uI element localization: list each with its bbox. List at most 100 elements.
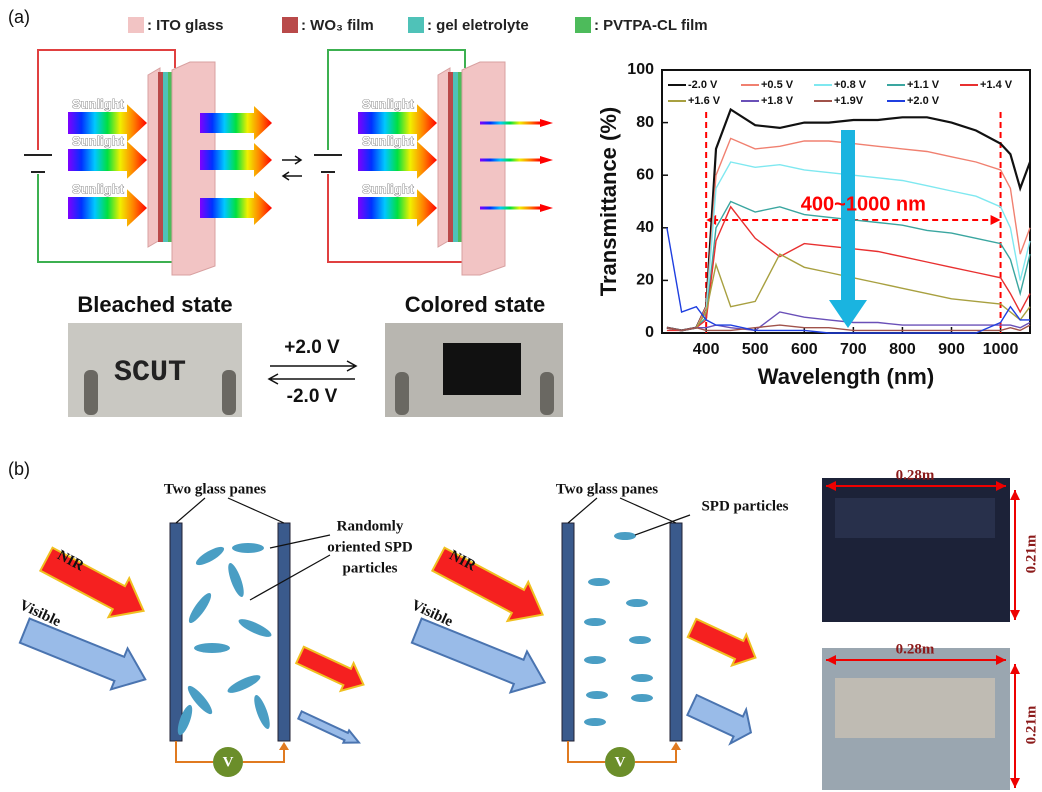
legend-swatch <box>408 17 424 33</box>
height-label: 0.21m <box>1023 705 1039 744</box>
gel-layer <box>453 72 458 242</box>
legend-label: : gel eletrolyte <box>427 17 529 34</box>
spd-particle <box>194 544 227 569</box>
legend-label: +1.4 V <box>980 79 1013 91</box>
visible-arrow <box>16 610 153 700</box>
clip <box>395 372 409 415</box>
voltmeter-label: V <box>223 754 234 770</box>
nir-out-arrow <box>685 613 763 673</box>
annotation-text: 400~1000 nm <box>801 193 926 215</box>
switch-arrow <box>283 172 302 180</box>
switch-arrow <box>282 156 301 164</box>
legend-label: +1.9V <box>834 95 864 107</box>
arrow-head <box>1010 664 1020 674</box>
legend-label: +1.6 V <box>688 95 721 107</box>
x-tick-label: 700 <box>840 341 867 358</box>
y-tick-label: 40 <box>636 219 654 236</box>
legend-swatch <box>575 17 591 33</box>
switch-arrow <box>269 374 355 384</box>
sunlight-label: Sunlight <box>362 133 415 148</box>
spd-particle <box>626 599 648 607</box>
spd-particle <box>584 618 606 626</box>
spd-particle <box>251 693 273 730</box>
particles-label: Randomly <box>337 518 404 534</box>
visible-arrow <box>408 610 553 703</box>
voltage-label: +2.0 V <box>284 337 340 358</box>
arrow-head <box>540 204 553 212</box>
clip <box>222 370 236 415</box>
spd-particle <box>237 616 274 640</box>
particles-label: particles <box>343 560 398 576</box>
trend-arrow-head <box>829 300 867 328</box>
photo-text: SCUT <box>114 356 186 390</box>
y-tick-label: 100 <box>627 61 654 78</box>
legend-swatch <box>282 17 298 33</box>
spd-particle <box>614 532 636 540</box>
height-label: 0.21m <box>1023 534 1039 573</box>
panes-label: Two glass panes <box>556 481 658 497</box>
particles-label: SPD particles <box>701 498 788 514</box>
photo-detail <box>835 678 995 738</box>
sunlight-label: Sunlight <box>72 181 125 196</box>
panel-label: (b) <box>8 459 30 479</box>
pointer <box>568 498 676 523</box>
y-tick-label: 0 <box>645 324 654 341</box>
transmitted-light <box>480 159 540 162</box>
legend-label: +1.8 V <box>761 95 794 107</box>
y-tick-label: 80 <box>636 114 654 131</box>
x-tick-label: 1000 <box>983 341 1019 358</box>
gel-layer <box>163 72 168 242</box>
voltage-label: -2.0 V <box>287 386 338 407</box>
voltmeter-label: V <box>615 754 626 770</box>
legend-label: : WO₃ film <box>301 17 374 34</box>
clip <box>540 372 554 415</box>
panel-label: (a) <box>8 7 30 27</box>
legend-label: : PVTPA-CL film <box>594 17 708 34</box>
spd-particle <box>584 718 606 726</box>
photo-detail <box>835 498 995 538</box>
glass-pane <box>562 523 574 741</box>
ito-glass <box>462 62 505 275</box>
spd-particle <box>186 590 215 625</box>
colored-device <box>443 343 521 395</box>
arrow-head <box>1010 610 1020 620</box>
legend-swatch <box>128 17 144 33</box>
width-label: 0.28m <box>896 641 935 657</box>
x-tick-label: 400 <box>693 341 720 358</box>
glass-pane <box>278 523 290 741</box>
switch-arrow <box>270 361 356 371</box>
x-axis-label: Wavelength (nm) <box>758 364 934 389</box>
spd-particle <box>194 643 230 653</box>
wo3-film <box>158 72 163 242</box>
spd-particle <box>584 656 606 664</box>
y-axis-label: Transmittance (%) <box>596 107 621 297</box>
arrow-head <box>279 742 289 750</box>
spd-particle <box>588 578 610 586</box>
spd-particle <box>631 674 653 682</box>
y-tick-label: 60 <box>636 166 654 183</box>
x-tick-label: 800 <box>889 341 916 358</box>
spd-particle <box>225 561 247 598</box>
figure: (a) (b) : ITO glass: WO₃ film: gel eletr… <box>0 0 1042 792</box>
sunlight-label: Sunlight <box>72 96 125 111</box>
transmitted-light <box>480 207 540 210</box>
state-label: Colored state <box>405 292 546 317</box>
legend-label: +1.1 V <box>907 79 940 91</box>
spd-particle <box>586 691 608 699</box>
state-label: Bleached state <box>77 292 232 317</box>
arrow-head <box>671 742 681 750</box>
arrow-head <box>1010 490 1020 500</box>
spd-particle <box>631 694 653 702</box>
x-tick-label: 600 <box>791 341 818 358</box>
glass-pane <box>170 523 182 741</box>
arrow-head <box>540 119 553 127</box>
spd-particle <box>226 672 263 696</box>
transmitted-light <box>480 122 540 125</box>
nir-out-arrow <box>294 641 370 698</box>
legend-label: +2.0 V <box>907 95 940 107</box>
particles-label: oriented SPD <box>327 539 413 555</box>
arrow-head <box>540 156 553 164</box>
width-label: 0.28m <box>896 467 935 483</box>
spd-particle <box>629 636 651 644</box>
legend-label: +0.5 V <box>761 79 794 91</box>
